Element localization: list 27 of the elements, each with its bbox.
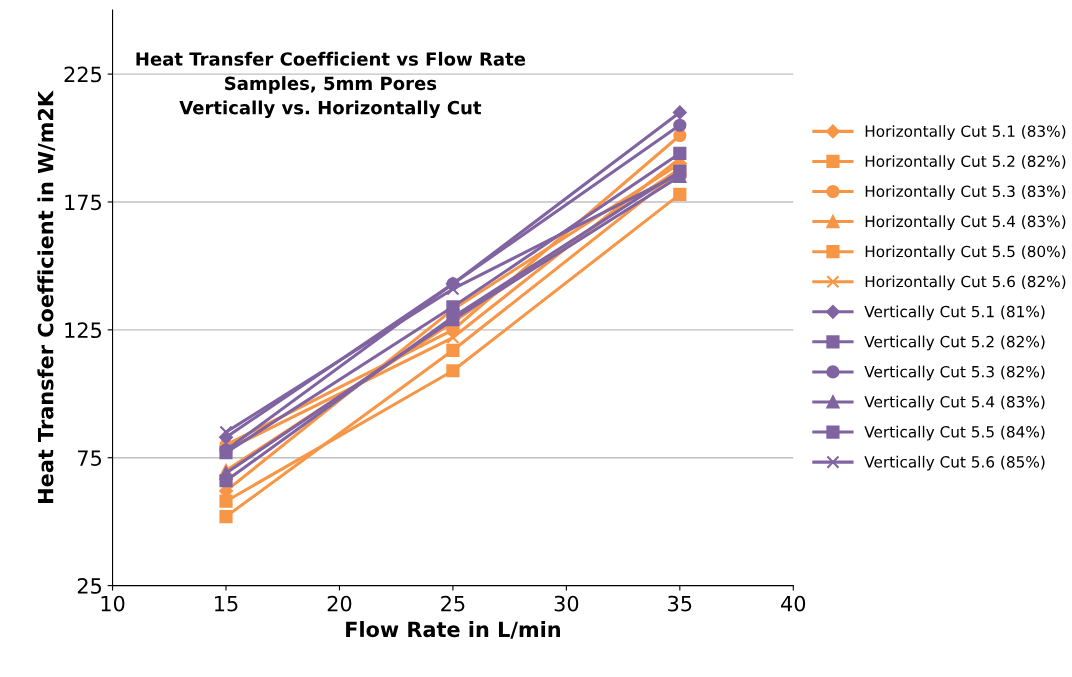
y-tick-label: 75 — [78, 450, 102, 466]
y-axis-title: Heat Transfer Coefficient in W/m2K — [37, 90, 56, 503]
x-tick-label: 35 — [668, 595, 692, 612]
x-tick-label: 15 — [215, 595, 238, 612]
legend-label: Vertically Cut 5.2 (82%) — [864, 335, 1045, 351]
legend-label: Horizontally Cut 5.2 (82%) — [865, 155, 1066, 170]
x-axis-title: Flow Rate in L/min — [346, 621, 560, 639]
legend-label: Vertically Cut 5.5 (84%) — [864, 425, 1045, 441]
x-tick-label: 40 — [781, 595, 806, 612]
x-tick-label: 25 — [441, 595, 465, 612]
legend-label: Horizontally Cut 5.3 (83%) — [865, 185, 1066, 201]
text: Heat Transfer Coefficient vs Flow Rate Samples, 5mm Pores Vertically vs. Horizontally Cut — [136, 51, 526, 119]
legend-label: Horizontally Cut 5.4 (83%) — [865, 215, 1066, 231]
legend-label: Vertically Cut 5.3 (82%) — [864, 365, 1045, 381]
y-tick-label: 175 — [65, 194, 102, 211]
y-tick-label: 225 — [64, 66, 102, 83]
legend-label: Vertically Cut 5.4 (83%) — [864, 395, 1045, 411]
y-tick-label: 25 — [77, 578, 102, 594]
y-tick-label: 125 — [65, 322, 102, 339]
x-tick-label: 10 — [101, 595, 125, 612]
legend-label: Horizontally Cut 5.1 (83%) — [865, 125, 1066, 140]
legend-label: Vertically Cut 5.1 (81%) — [864, 305, 1045, 321]
x-tick-label: 20 — [327, 595, 352, 612]
legend-label: Horizontally Cut 5.5 (80%) — [865, 245, 1066, 261]
legend-label: Horizontally Cut 5.6 (82%) — [865, 275, 1066, 291]
legend-label: Vertically Cut 5.6 (85%) — [864, 455, 1045, 471]
x-tick-label: 30 — [554, 595, 579, 612]
